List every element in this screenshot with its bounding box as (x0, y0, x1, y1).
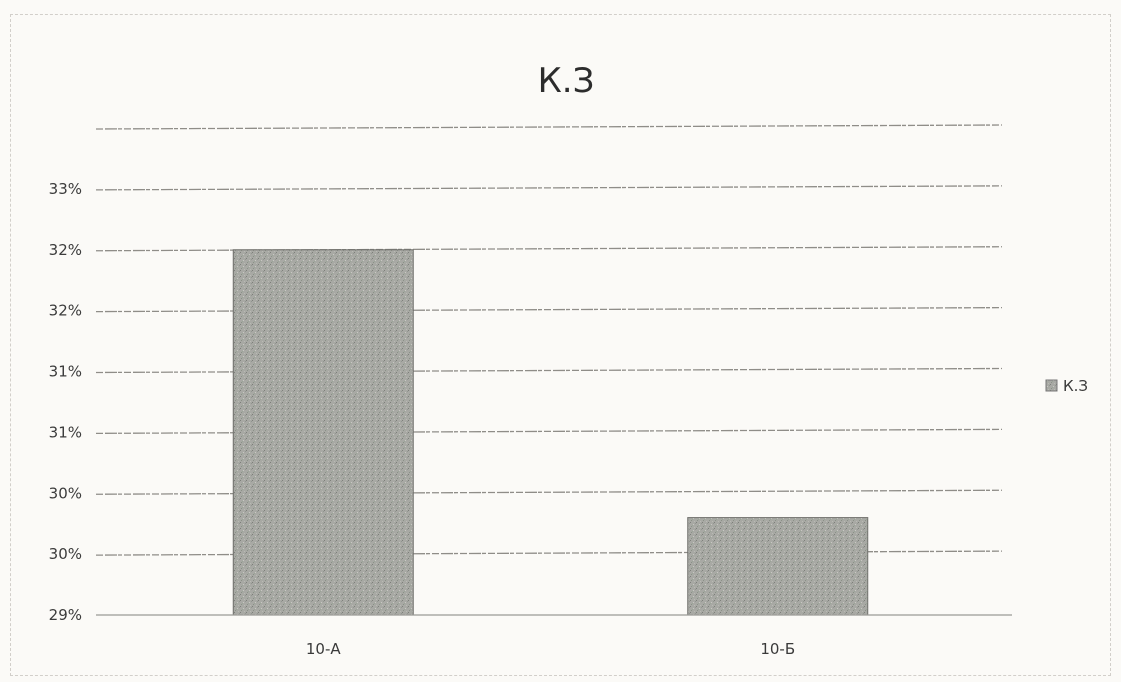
gridline (95, 489, 1003, 495)
y-axis-tick-labels: 29% 30% 30% 31% 31% 32% 32% 33% (49, 180, 82, 624)
gridline (95, 306, 1003, 313)
y-tick-label: 30% (49, 545, 82, 563)
bars (232, 249, 869, 616)
bar (687, 517, 869, 616)
gridlines (95, 124, 1003, 556)
y-tick-label: 31% (49, 423, 82, 441)
y-tick-label: 31% (49, 363, 82, 381)
y-tick-label: 32% (49, 241, 82, 259)
chart-title: К.З (538, 61, 595, 101)
bar (232, 249, 414, 616)
x-tick-label: 10-А (306, 640, 341, 658)
gridline (95, 124, 1003, 130)
gridline (95, 246, 1003, 252)
y-tick-label: 30% (49, 484, 82, 502)
y-tick-label: 33% (49, 180, 82, 198)
gridline (95, 367, 1003, 374)
gridline (95, 185, 1003, 191)
legend: К.З (1045, 377, 1088, 395)
x-tick-label: 10-Б (760, 640, 795, 658)
y-tick-label: 29% (49, 606, 82, 624)
legend-swatch (1045, 379, 1058, 392)
gridline (95, 428, 1003, 435)
y-tick-label: 32% (49, 302, 82, 320)
x-axis-category-labels: 10-А 10-Б (306, 640, 795, 658)
legend-label: К.З (1063, 377, 1088, 395)
